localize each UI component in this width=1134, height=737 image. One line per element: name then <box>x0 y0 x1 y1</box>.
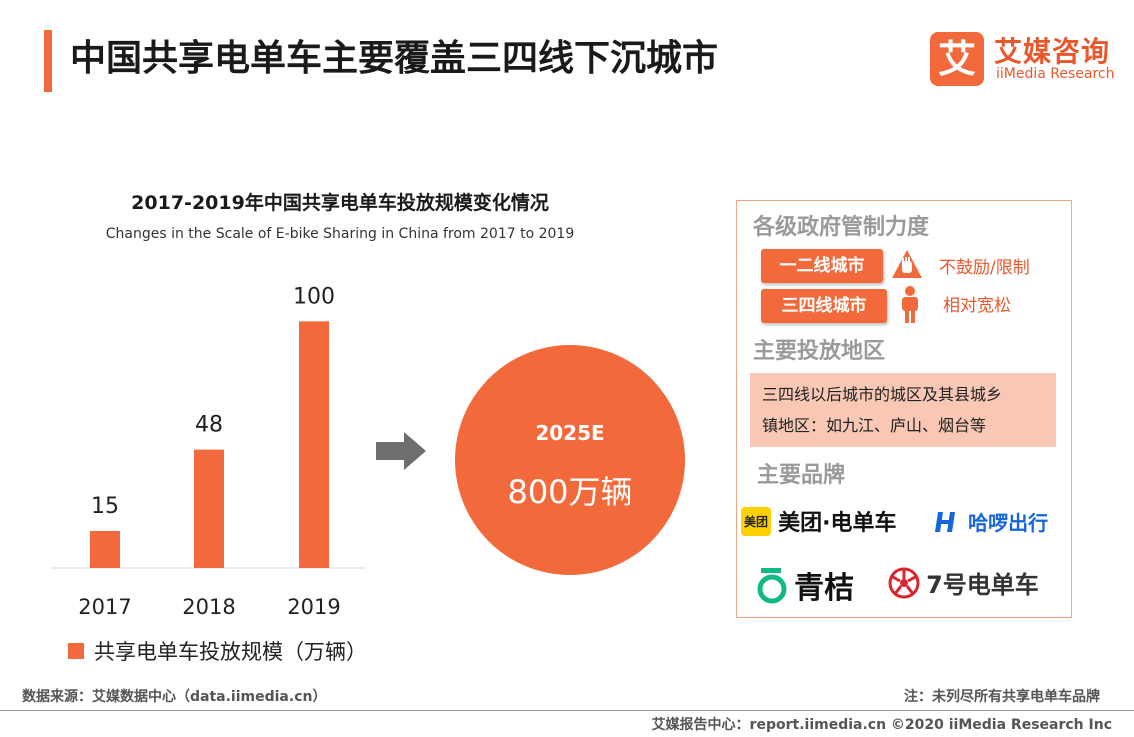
footer-divider <box>0 710 1134 711</box>
hellobike-logo-icon <box>935 511 955 532</box>
forecast-value: 800万辆 <box>507 473 633 511</box>
meituan-badge-icon: 美团 <box>741 506 772 536</box>
brand-hellobike-name: 哈啰出行 <box>968 511 1049 535</box>
brand-meituan: 美团 美团·电单车 <box>741 505 896 537</box>
legend-swatch <box>68 643 84 659</box>
data-label: 15 <box>91 494 119 519</box>
qingju-logo-icon <box>757 568 787 604</box>
brand-qingju: 青桔 <box>755 563 854 607</box>
tier-1-2-note: 不鼓励/限制 <box>939 258 1030 278</box>
brand-meituan-name: 美团·电单车 <box>778 511 897 536</box>
data-label: 100 <box>293 284 335 309</box>
right-arrow-icon <box>376 432 426 470</box>
region-line: 三四线以后城市的城区及其县城乡 <box>762 385 1003 404</box>
region-box: 三四线以后城市的城区及其县城乡 镇地区：如九江、庐山、烟台等 <box>750 373 1056 447</box>
tier-1-2-pill: 一二线城市 <box>761 249 883 283</box>
brands-heading: 主要品牌 <box>757 463 846 488</box>
forecast-year: 2025E <box>535 421 605 445</box>
brand-7hao: 7号电单车 <box>887 565 1039 600</box>
title-accent-bar <box>44 30 52 92</box>
x-tick-label: 2018 <box>182 595 235 619</box>
chart-legend: 共享电单车投放规模（万辆） <box>68 636 367 666</box>
bar-2018 <box>194 449 224 568</box>
forecast-circle: 2025E 800万辆 <box>455 345 685 575</box>
chart-subtitle: Changes in the Scale of E-bike Sharing i… <box>105 226 575 242</box>
brands-note: 注：未列尽所有共享电单车品牌 <box>904 689 1100 705</box>
tier-3-4-note: 相对宽松 <box>943 296 1011 316</box>
logo-en-text: iiMedia Research <box>996 66 1115 82</box>
stop-hand-icon <box>892 250 922 278</box>
data-label: 48 <box>195 413 223 438</box>
control-heading: 各级政府管制力度 <box>753 215 930 240</box>
page-title: 中国共享电单车主要覆盖三四线下沉城市 <box>70 38 719 79</box>
brand-hellobike: 哈啰出行 <box>933 507 1048 536</box>
region-line: 镇地区：如九江、庐山、烟台等 <box>762 416 987 435</box>
x-tick-label: 2017 <box>78 595 131 619</box>
logo-mark: 艾 <box>930 32 984 86</box>
tier-3-4-pill: 三四线城市 <box>761 289 887 323</box>
x-tick-label: 2019 <box>287 595 340 619</box>
bar-2017 <box>90 531 120 568</box>
bar-chart: 15 2017 48 2018 100 2019 <box>52 284 366 619</box>
legend-label: 共享电单车投放规模（万辆） <box>94 640 367 664</box>
data-source: 数据来源：艾媒数据中心（data.iimedia.cn） <box>22 689 327 705</box>
info-panel: 各级政府管制力度 一二线城市 不鼓励/限制 三四线城市 相对宽松 主要投放地区 … <box>736 200 1072 618</box>
region-heading: 主要投放地区 <box>753 339 886 364</box>
7hao-logo-icon <box>888 567 920 598</box>
bar-2019 <box>299 321 329 568</box>
iimedia-logo: 艾 艾媒咨询 iiMedia Research <box>930 30 1120 90</box>
footer-copyright: 艾媒报告中心：report.iimedia.cn ©2020 iiMedia R… <box>651 717 1112 733</box>
logo-cn-text: 艾媒咨询 <box>994 35 1111 68</box>
brand-7hao-name: 7号电单车 <box>926 571 1039 599</box>
brand-qingju-name: 青桔 <box>794 571 855 606</box>
chart-title: 2017-2019年中国共享电单车投放规模变化情况 <box>131 192 549 214</box>
person-icon <box>902 286 918 323</box>
